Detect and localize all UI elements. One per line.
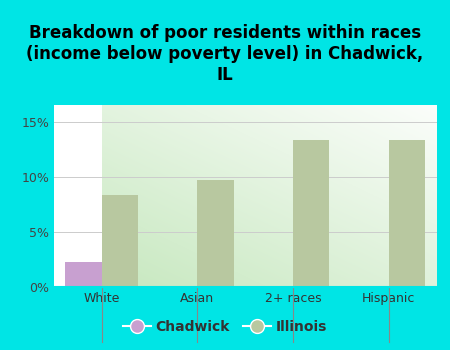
Bar	[293, 140, 329, 287]
Bar	[389, 140, 425, 287]
Legend: Chadwick, Illinois: Chadwick, Illinois	[118, 314, 332, 340]
Text: Breakdown of poor residents within races
(income below poverty level) in Chadwic: Breakdown of poor residents within races…	[27, 25, 423, 84]
Bar	[66, 262, 102, 287]
Bar	[198, 180, 234, 287]
Bar	[102, 195, 138, 287]
